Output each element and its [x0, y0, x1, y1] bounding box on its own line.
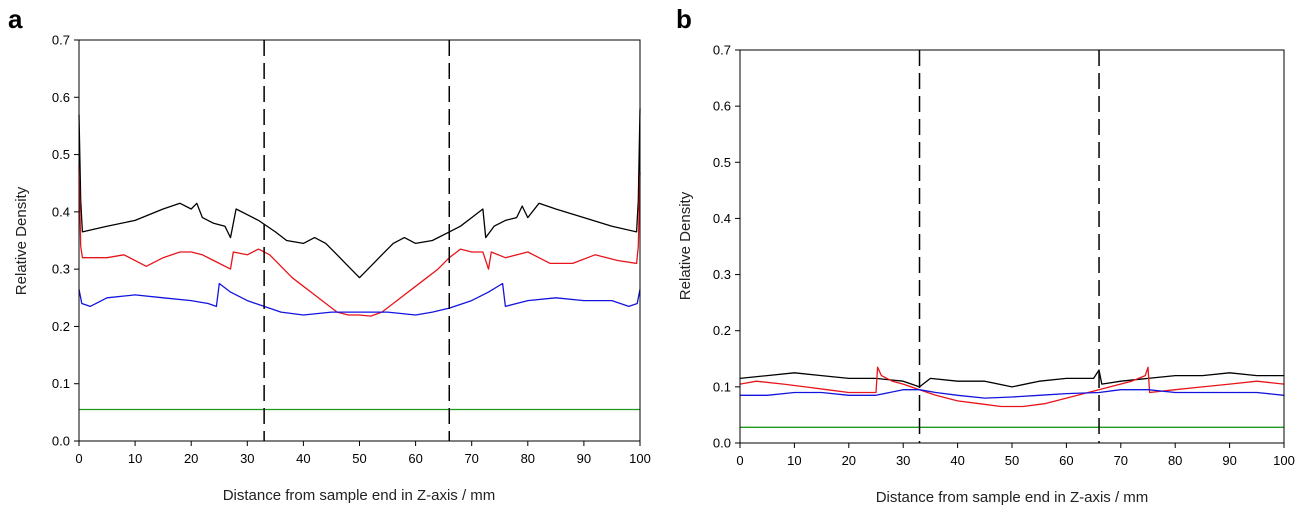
panel-a-y-tick-label: 0.6 — [52, 90, 70, 105]
panel-b: b 0.0 0.1 0.2 0.3 0.4 0.5 0.6 0.7 0 10 20 30 40 50 60… — [676, 4, 1295, 506]
panel-a-x-tick-label: 30 — [240, 451, 254, 466]
panel-b-y-axis-label: Relative Density — [677, 191, 694, 300]
panel-a-y-tick-label: 0.2 — [52, 319, 70, 334]
panel-a-x-tick-label: 10 — [128, 451, 142, 466]
panel-a-plot — [78, 39, 641, 442]
panel-a-y-axis: 0.0 0.1 0.2 0.3 0.4 0.5 0.6 0.7 — [52, 33, 79, 449]
panel-b-y-tick-label: 0.3 — [713, 267, 731, 282]
panel-b-y-tick-label: 0.4 — [713, 211, 731, 226]
panel-letter-a: a — [8, 4, 23, 34]
panel-b-x-tick-label: 20 — [842, 453, 856, 468]
panel-a-dashed-lines — [263, 40, 451, 441]
panel-a-y-tick-label: 0.7 — [52, 33, 70, 48]
panel-a-y-axis-label: Relative Density — [13, 186, 30, 295]
panel-a-plot-frame — [78, 39, 641, 442]
panel-b-series-layer — [739, 366, 1285, 428]
panel-a-x-axis-label: Distance from sample end in Z-axis / mm — [223, 487, 496, 504]
panel-a-y-tick-label: 0.0 — [52, 434, 70, 449]
panel-b-y-axis: 0.0 0.1 0.2 0.3 0.4 0.5 0.6 0.7 — [713, 43, 740, 451]
panel-b-series-3-line — [740, 389, 1285, 399]
panel-a-series-3-line — [78, 282, 641, 316]
panel-a-x-tick-label: 0 — [75, 451, 82, 466]
panel-b-x-tick-label: 70 — [1114, 453, 1128, 468]
panel-a-x-axis: 0 10 20 30 40 50 60 70 80 90 100 — [75, 441, 651, 466]
panel-a-x-tick-label: 70 — [464, 451, 478, 466]
panel-a-series-1-line — [78, 108, 641, 279]
panel-b-plot — [739, 49, 1285, 444]
panel-letter-b: b — [676, 4, 692, 34]
panel-b-y-tick-label: 0.6 — [713, 99, 731, 114]
panel-b-series-1-line — [739, 369, 1284, 388]
panel-a-x-tick-label: 100 — [629, 451, 651, 466]
panel-b-plot-frame — [739, 49, 1285, 444]
panel-b-y-tick-label: 0.0 — [713, 436, 731, 451]
panel-a-y-tick-label: 0.4 — [52, 204, 70, 219]
panel-b-y-tick-label: 0.2 — [713, 323, 731, 338]
panel-a-y-tick-label: 0.5 — [52, 147, 70, 162]
panel-a-x-tick-label: 60 — [408, 451, 422, 466]
panel-a-series-2-line — [78, 165, 641, 317]
panel-b-y-tick-label: 0.7 — [713, 43, 731, 58]
panel-b-x-tick-label: 30 — [896, 453, 910, 468]
panel-b-x-tick-label: 60 — [1059, 453, 1073, 468]
panel-b-x-axis: 0 10 20 30 40 50 60 70 80 90 100 — [736, 443, 1295, 468]
panel-b-dashed-lines — [918, 50, 1100, 443]
panel-b-x-tick-label: 10 — [787, 453, 801, 468]
panel-b-y-tick-label: 0.5 — [713, 155, 731, 170]
panel-b-x-axis-label: Distance from sample end in Z-axis / mm — [876, 489, 1149, 506]
panel-a-y-tick-label: 0.3 — [52, 262, 70, 277]
panel-b-x-tick-label: 40 — [950, 453, 964, 468]
panel-a: a 0.0 0.1 0.2 0.3 0.4 0.5 0.6 0.7 0 10 20 30 40 50 60… — [8, 4, 651, 504]
panel-a-series-layer — [78, 108, 641, 411]
panel-b-series-2-line — [739, 366, 1285, 408]
panel-a-x-tick-label: 50 — [352, 451, 366, 466]
panel-a-x-tick-label: 80 — [521, 451, 535, 466]
panel-b-x-tick-label: 80 — [1168, 453, 1182, 468]
panel-b-y-tick-label: 0.1 — [713, 379, 731, 394]
panel-a-y-tick-label: 0.1 — [52, 376, 70, 391]
panel-a-x-tick-label: 20 — [184, 451, 198, 466]
panel-b-x-tick-label: 50 — [1005, 453, 1019, 468]
panel-a-x-tick-label: 90 — [577, 451, 591, 466]
panel-b-x-tick-label: 100 — [1273, 453, 1295, 468]
panel-b-x-tick-label: 90 — [1222, 453, 1236, 468]
panel-b-x-tick-label: 0 — [736, 453, 743, 468]
panel-a-x-tick-label: 40 — [296, 451, 310, 466]
